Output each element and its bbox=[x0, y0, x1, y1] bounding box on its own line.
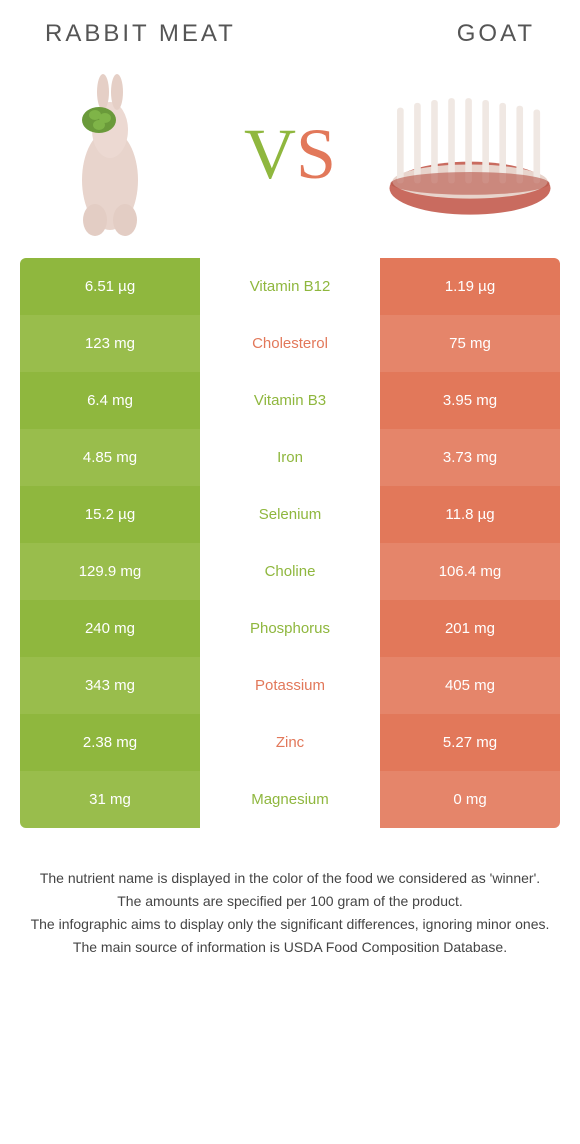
nutrient-name: Choline bbox=[200, 543, 380, 600]
right-value: 11.8 µg bbox=[380, 486, 560, 543]
footer-line-3: The infographic aims to display only the… bbox=[30, 914, 550, 935]
left-value: 240 mg bbox=[20, 600, 200, 657]
nutrient-name: Selenium bbox=[200, 486, 380, 543]
left-value: 4.85 mg bbox=[20, 429, 200, 486]
right-food-title: GOAT bbox=[457, 20, 535, 48]
table-row: 123 mgCholesterol75 mg bbox=[20, 315, 560, 372]
nutrient-name: Zinc bbox=[200, 714, 380, 771]
left-value: 6.4 mg bbox=[20, 372, 200, 429]
left-value: 2.38 mg bbox=[20, 714, 200, 771]
right-value: 0 mg bbox=[380, 771, 560, 828]
right-value: 405 mg bbox=[380, 657, 560, 714]
nutrient-name: Phosphorus bbox=[200, 600, 380, 657]
nutrient-name: Iron bbox=[200, 429, 380, 486]
right-value: 106.4 mg bbox=[380, 543, 560, 600]
left-value: 123 mg bbox=[20, 315, 200, 372]
nutrient-name: Potassium bbox=[200, 657, 380, 714]
table-row: 2.38 mgZinc5.27 mg bbox=[20, 714, 560, 771]
left-value: 129.9 mg bbox=[20, 543, 200, 600]
table-row: 4.85 mgIron3.73 mg bbox=[20, 429, 560, 486]
right-value: 201 mg bbox=[380, 600, 560, 657]
right-value: 3.95 mg bbox=[380, 372, 560, 429]
footer-line-4: The main source of information is USDA F… bbox=[30, 937, 550, 958]
table-row: 6.4 mgVitamin B33.95 mg bbox=[20, 372, 560, 429]
footer-notes: The nutrient name is displayed in the co… bbox=[0, 828, 580, 980]
table-row: 6.51 µgVitamin B121.19 µg bbox=[20, 258, 560, 315]
vs-v-letter: V bbox=[244, 113, 296, 196]
table-row: 343 mgPotassium405 mg bbox=[20, 657, 560, 714]
right-value: 75 mg bbox=[380, 315, 560, 372]
left-value: 31 mg bbox=[20, 771, 200, 828]
table-row: 31 mgMagnesium0 mg bbox=[20, 771, 560, 828]
vs-label: VS bbox=[244, 113, 336, 196]
footer-line-1: The nutrient name is displayed in the co… bbox=[30, 868, 550, 889]
table-row: 240 mgPhosphorus201 mg bbox=[20, 600, 560, 657]
right-value: 5.27 mg bbox=[380, 714, 560, 771]
footer-line-2: The amounts are specified per 100 gram o… bbox=[30, 891, 550, 912]
nutrient-table: 6.51 µgVitamin B121.19 µg123 mgCholester… bbox=[20, 258, 560, 828]
rabbit-image bbox=[20, 75, 200, 235]
goat-image bbox=[380, 75, 560, 235]
left-value: 15.2 µg bbox=[20, 486, 200, 543]
nutrient-name: Vitamin B3 bbox=[200, 372, 380, 429]
table-row: 15.2 µgSelenium11.8 µg bbox=[20, 486, 560, 543]
right-value: 3.73 mg bbox=[380, 429, 560, 486]
vs-s-letter: S bbox=[296, 113, 336, 196]
nutrient-name: Cholesterol bbox=[200, 315, 380, 372]
table-row: 129.9 mgCholine106.4 mg bbox=[20, 543, 560, 600]
header-row: RABBIT MEAT GOAT bbox=[0, 0, 580, 58]
images-row: VS bbox=[0, 58, 580, 258]
left-value: 343 mg bbox=[20, 657, 200, 714]
left-value: 6.51 µg bbox=[20, 258, 200, 315]
nutrient-name: Vitamin B12 bbox=[200, 258, 380, 315]
nutrient-name: Magnesium bbox=[200, 771, 380, 828]
left-food-title: RABBIT MEAT bbox=[45, 20, 236, 48]
right-value: 1.19 µg bbox=[380, 258, 560, 315]
